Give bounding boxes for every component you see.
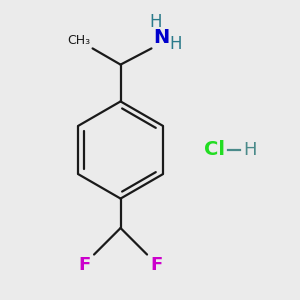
- Text: H: H: [149, 13, 162, 31]
- Text: F: F: [151, 256, 163, 274]
- Text: Cl: Cl: [204, 140, 225, 160]
- Text: H: H: [243, 141, 256, 159]
- Text: CH₃: CH₃: [67, 34, 90, 47]
- Text: F: F: [78, 256, 91, 274]
- Text: H: H: [169, 35, 182, 53]
- Text: N: N: [153, 28, 169, 47]
